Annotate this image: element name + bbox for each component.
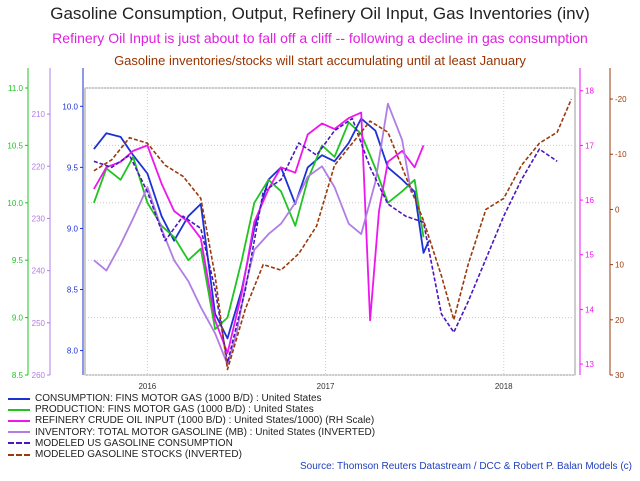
series-line-inventory	[93, 102, 412, 366]
series-line-production	[93, 121, 425, 331]
legend-item: CONSUMPTION: FINS MOTOR GAS (1000 B/D) :…	[8, 393, 375, 404]
y-tick-label: 18	[585, 87, 594, 96]
chart-subtitle-refinery: Refinery Oil Input is just about to fall…	[52, 30, 588, 46]
legend-swatch	[8, 442, 30, 445]
chart-subtitle-inventories: Gasoline inventories/stocks will start a…	[114, 53, 526, 68]
series-line-modeled-consumption	[93, 117, 558, 364]
y-tick-label: 10.0	[7, 199, 23, 208]
y-tick-label: 220	[32, 162, 46, 171]
legend-label: INVENTORY: TOTAL MOTOR GASOLINE (MB) : U…	[35, 426, 376, 438]
y-tick-label: 14	[585, 305, 594, 314]
legend-swatch	[8, 397, 30, 400]
legend-item: MODELED GASOLINE STOCKS (INVERTED)	[8, 449, 375, 460]
y-tick-label: 10	[615, 261, 624, 270]
legend-label: REFINERY CRUDE OIL INPUT (1000 B/D) : Un…	[35, 415, 375, 427]
y-tick-label: 10.5	[7, 141, 23, 150]
series-line-refinery	[93, 111, 425, 355]
y-tick-label: 8.5	[67, 286, 79, 295]
plot-frame	[84, 87, 576, 376]
y-tick-label: 9.5	[12, 256, 24, 265]
y-tick-label: 15	[585, 251, 594, 260]
legend-label: MODELED US GASOLINE CONSUMPTION	[35, 437, 233, 449]
y-tick-label: 20	[615, 316, 624, 325]
y-tick-label: 9.0	[67, 224, 79, 233]
legend-swatch	[8, 431, 30, 434]
chart-axes: 2016 2017 201811.010.510.09.59.08.52102202…	[7, 68, 627, 391]
legend-label: PRODUCTION: FINS MOTOR GAS (1000 B/D) : …	[35, 404, 314, 416]
y-tick-label: 260	[32, 371, 46, 380]
y-tick-label: 30	[615, 371, 624, 380]
chart-grid	[84, 87, 576, 376]
y-tick-label: 13	[585, 360, 594, 369]
y-tick-label: -10	[615, 150, 627, 159]
legend-swatch	[8, 453, 30, 456]
y-tick-label: 9.5	[67, 163, 79, 172]
y-tick-label: 11.0	[8, 84, 24, 93]
chart-legend: CONSUMPTION: FINS MOTOR GAS (1000 B/D) :…	[8, 393, 375, 460]
y-tick-label: 16	[585, 196, 594, 205]
legend-swatch	[8, 408, 30, 411]
legend-label: MODELED GASOLINE STOCKS (INVERTED)	[35, 449, 242, 461]
y-tick-label: 8.5	[12, 371, 24, 380]
legend-swatch	[8, 420, 30, 422]
legend-item: PRODUCTION: FINS MOTOR GAS (1000 B/D) : …	[8, 404, 375, 415]
legend-item: INVENTORY: TOTAL MOTOR GASOLINE (MB) : U…	[8, 427, 375, 438]
chart-title: Gasoline Consumption, Output, Refinery O…	[50, 4, 590, 23]
y-tick-label: 17	[585, 141, 594, 150]
source-note: Source: Thomson Reuters Datastream / DCC…	[300, 461, 632, 472]
x-tick-label: 2018	[495, 382, 513, 391]
y-tick-label: 210	[32, 110, 46, 119]
y-tick-label: -20	[615, 95, 627, 104]
y-tick-label: 250	[32, 319, 46, 328]
x-tick-label: 2017	[317, 382, 335, 391]
series-line-consumption	[93, 117, 430, 340]
series-line-modeled-stocks	[93, 98, 573, 371]
legend-label: CONSUMPTION: FINS MOTOR GAS (1000 B/D) :…	[35, 393, 322, 404]
y-tick-label: 0	[615, 205, 620, 214]
y-tick-label: 8.0	[67, 347, 79, 356]
x-tick-label: 2016	[138, 382, 156, 391]
y-tick-label: 9.0	[12, 314, 24, 323]
legend-item: MODELED US GASOLINE CONSUMPTION	[8, 438, 375, 449]
y-tick-label: 240	[32, 267, 46, 276]
chart-series	[93, 98, 573, 371]
y-tick-label: 230	[32, 214, 46, 223]
legend-item: REFINERY CRUDE OIL INPUT (1000 B/D) : Un…	[8, 415, 375, 426]
y-tick-label: 10.0	[62, 102, 78, 111]
